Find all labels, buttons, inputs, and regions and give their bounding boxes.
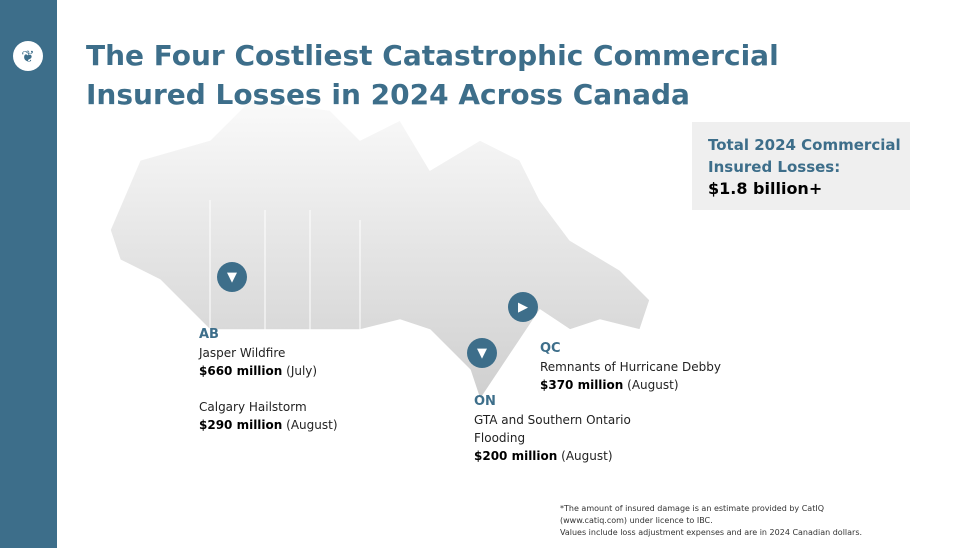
footnote-line-2: (www.catiq.com) under licence to IBC.	[560, 516, 713, 525]
canada-map	[109, 99, 651, 402]
date-jasper: (July)	[282, 364, 318, 378]
ab-label: AB Jasper Wildfire $660 million (July) C…	[199, 326, 338, 434]
on-marker-down-icon: ▼	[467, 338, 497, 368]
event-debby: Remnants of Hurricane Debby	[540, 360, 721, 374]
footnote: *The amount of insured damage is an esti…	[560, 503, 862, 539]
total-label-2: Insured Losses:	[708, 158, 841, 176]
maple-leaf-logo-icon: ❦	[13, 41, 43, 71]
event-jasper: Jasper Wildfire	[199, 346, 286, 360]
sidebar-band: ❦	[0, 0, 57, 548]
province-on: ON	[474, 394, 496, 409]
amount-jasper: $660 million	[199, 364, 283, 378]
date-calgary: (August)	[282, 418, 338, 432]
ab-marker-down-icon: ▼	[217, 262, 247, 292]
date-debby: (August)	[623, 378, 679, 392]
province-qc: QC	[540, 341, 561, 356]
footnote-line-1: *The amount of insured damage is an esti…	[560, 504, 824, 513]
total-losses-box: Total 2024 Commercial Insured Losses: $1…	[692, 122, 910, 210]
amount-debby: $370 million	[540, 378, 624, 392]
amount-calgary: $290 million	[199, 418, 283, 432]
amount-gta: $200 million	[474, 449, 558, 463]
event-calgary: Calgary Hailstorm	[199, 400, 307, 414]
total-label-1: Total 2024 Commercial	[708, 136, 901, 154]
page-title: The Four Costliest Catastrophic Commerci…	[86, 39, 779, 111]
event-gta-2: Flooding	[474, 431, 526, 445]
date-gta: (August)	[557, 449, 613, 463]
province-ab: AB	[199, 327, 219, 342]
footnote-line-3: Values include loss adjustment expenses …	[560, 528, 863, 537]
qc-label: QC Remnants of Hurricane Debby $370 mill…	[540, 340, 721, 394]
event-gta-1: GTA and Southern Ontario	[474, 413, 631, 427]
on-label: ON GTA and Southern Ontario Flooding $20…	[474, 393, 631, 465]
qc-marker-right-icon: ▶	[508, 292, 538, 322]
total-value: $1.8 billion+	[708, 179, 823, 198]
